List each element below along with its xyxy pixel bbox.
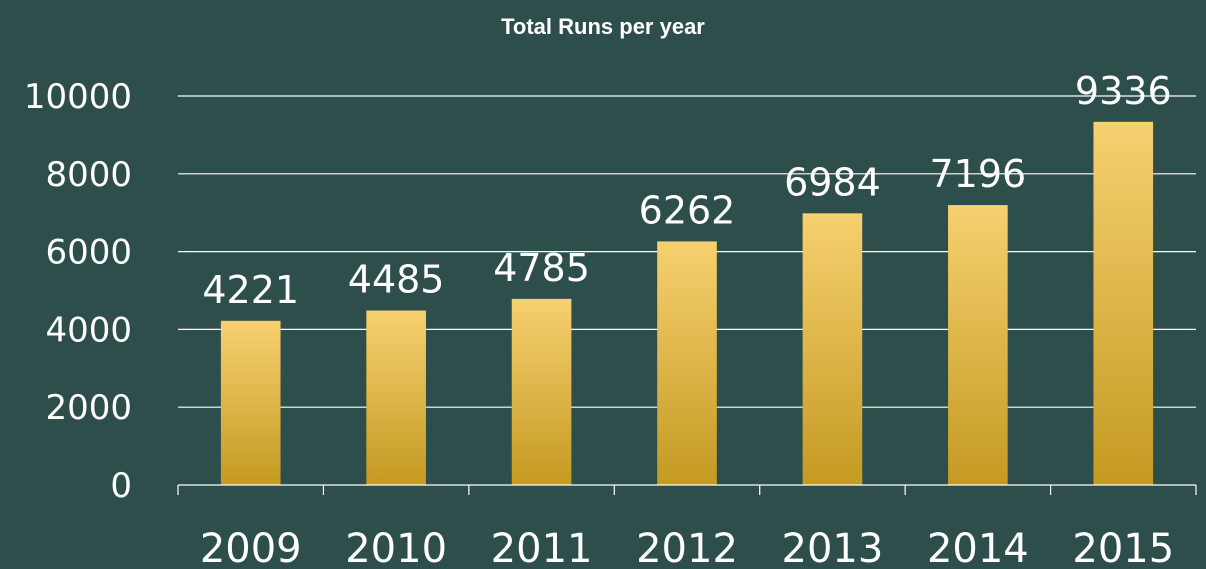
x-tick-label: 2015 [1072,526,1174,569]
x-tick-label: 2010 [345,526,447,569]
data-label: 4485 [348,258,445,302]
bar-2010 [366,310,426,485]
y-tick-label: 4000 [45,310,132,350]
bar-2015 [1093,121,1154,486]
x-tick-label: 2011 [491,526,593,569]
x-axis [177,484,1197,495]
x-tick-label: 2012 [636,526,738,569]
chart-title: Total Runs per year [501,14,705,39]
data-label: 4221 [202,268,299,312]
data-label: 7196 [929,152,1026,196]
data-label: 4785 [493,246,590,290]
bar-2012 [657,241,717,485]
y-tick-label: 8000 [45,155,132,195]
x-tick-label: 2009 [200,526,302,569]
bar-2011 [511,298,572,485]
bar-2013 [802,213,863,486]
x-tick-label: 2013 [782,526,884,569]
data-label: 6262 [639,188,736,232]
labels: 0 2000 4000 6000 8000 10000 4221 2009 4485 2010 47… [24,69,1174,569]
y-tick-label: 6000 [45,233,132,273]
bars [220,121,1154,486]
y-tick-label: 2000 [45,388,132,428]
data-label: 9336 [1075,69,1172,113]
data-label: 6984 [784,160,881,204]
bar-2009 [220,320,281,485]
y-tick-label: 0 [110,466,132,506]
bar-2014 [948,205,1008,485]
y-tick-label: 10000 [24,77,132,117]
x-tick-label: 2014 [927,526,1029,569]
